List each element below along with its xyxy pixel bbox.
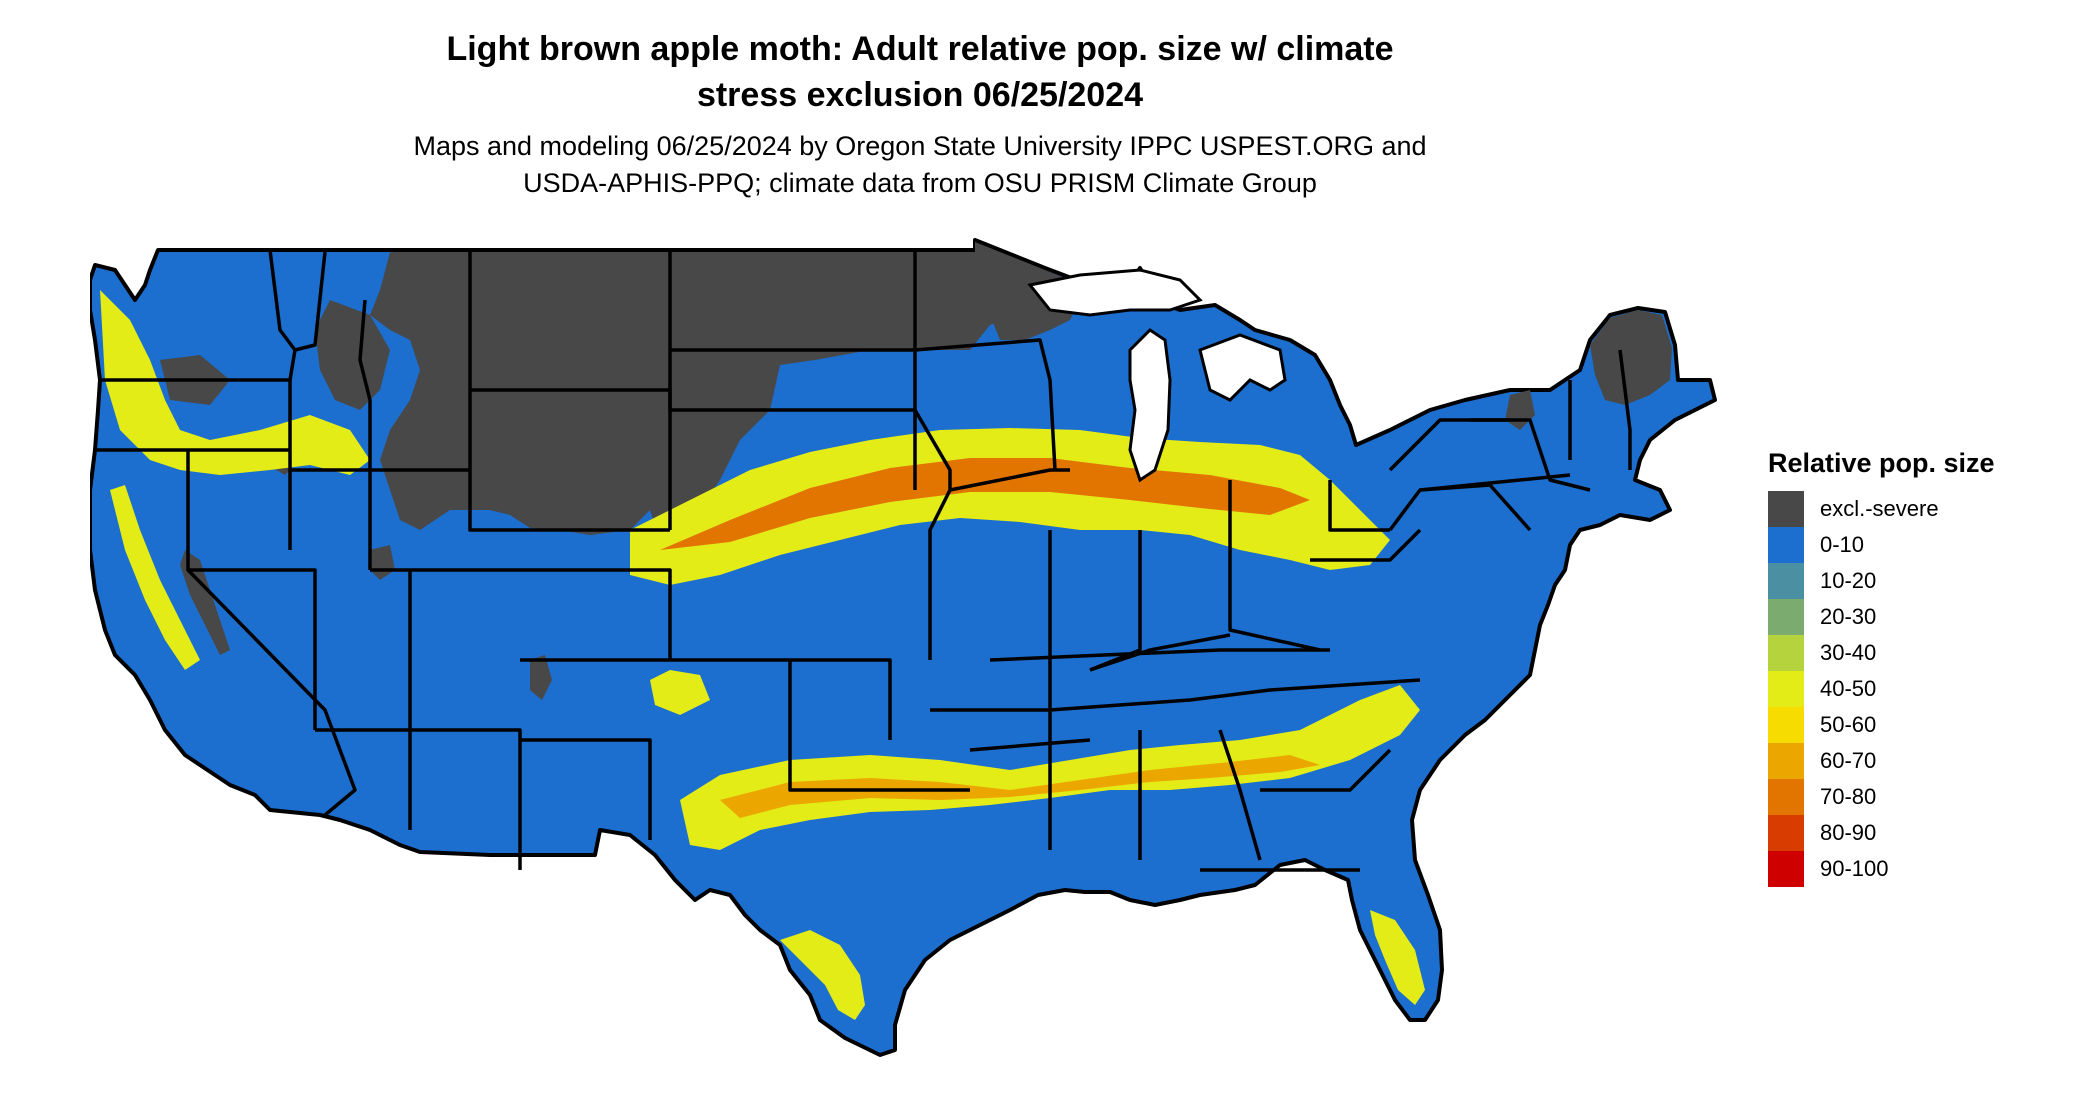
legend-swatch xyxy=(1768,707,1804,743)
legend-swatch xyxy=(1768,599,1804,635)
us-map xyxy=(90,238,1717,1057)
map-title: Light brown apple moth: Adult relative p… xyxy=(360,26,1480,118)
northwest-band xyxy=(100,290,370,475)
legend-swatch xyxy=(1768,527,1804,563)
legend: Relative pop. size excl.-severe 0-10 10-20… xyxy=(1768,448,1995,887)
legend-item: 10-20 xyxy=(1768,563,1995,599)
legend-swatch xyxy=(1768,743,1804,779)
florida-band xyxy=(1370,910,1425,1005)
legend-swatch xyxy=(1768,635,1804,671)
legend-swatch xyxy=(1768,815,1804,851)
lake-michigan xyxy=(1128,328,1172,483)
lake-huron xyxy=(1198,333,1287,402)
legend-label: 20-30 xyxy=(1820,604,1877,629)
rocky-excluded-nm xyxy=(530,655,552,700)
legend-swatch xyxy=(1768,491,1804,527)
legend-item: 50-60 xyxy=(1768,707,1995,743)
legend-label: 10-20 xyxy=(1820,568,1877,593)
legend-item: 30-40 xyxy=(1768,635,1995,671)
legend-item: 0-10 xyxy=(1768,527,1995,563)
legend-swatch xyxy=(1768,671,1804,707)
legend-item: 20-30 xyxy=(1768,599,1995,635)
legend-item: 40-50 xyxy=(1768,671,1995,707)
new-mexico-band xyxy=(650,670,710,715)
central-band-orange xyxy=(660,458,1310,550)
legend-label: 30-40 xyxy=(1820,640,1877,665)
legend-item: excl.-severe xyxy=(1768,491,1995,527)
legend-label: 80-90 xyxy=(1820,820,1877,845)
title-line-2: stress exclusion 06/25/2024 xyxy=(696,76,1144,114)
legend-item: 80-90 xyxy=(1768,815,1995,851)
legend-item: 60-70 xyxy=(1768,743,1995,779)
legend-label: 60-70 xyxy=(1820,748,1877,773)
great-lakes xyxy=(1027,268,1287,483)
legend-label: 40-50 xyxy=(1820,676,1877,701)
california-coast-band xyxy=(110,485,200,670)
subtitle-line-2: USDA-APHIS-PPQ; climate data from OSU PR… xyxy=(523,168,1317,198)
legend-swatch xyxy=(1768,851,1804,887)
state-borders xyxy=(95,249,1632,872)
southern-band-orange xyxy=(720,755,1320,818)
legend-label: excl.-severe xyxy=(1820,496,1939,521)
map-subtitle: Maps and modeling 06/25/2024 by Oregon S… xyxy=(340,128,1500,202)
legend-items: excl.-severe 0-10 10-20 20-30 30-40 40-50 50-6… xyxy=(1768,491,1995,887)
legend-swatch xyxy=(1768,779,1804,815)
legend-label: 50-60 xyxy=(1820,712,1877,737)
legend-item: 70-80 xyxy=(1768,779,1995,815)
maine-excluded xyxy=(1590,310,1672,405)
central-band-yellow xyxy=(630,428,1390,585)
legend-label: 90-100 xyxy=(1820,856,1889,881)
legend-label: 70-80 xyxy=(1820,784,1877,809)
western-excluded-patches xyxy=(315,300,390,410)
legend-swatch xyxy=(1768,563,1804,599)
legend-label: 0-10 xyxy=(1820,532,1865,557)
subtitle-line-1: Maps and modeling 06/25/2024 by Oregon S… xyxy=(413,131,1427,161)
legend-item: 90-100 xyxy=(1768,851,1995,887)
texas-coast-band xyxy=(780,930,865,1020)
lake-superior xyxy=(1027,268,1203,317)
northern-plains-excluded xyxy=(370,242,1088,540)
title-line-1: Light brown apple moth: Adult relative p… xyxy=(446,30,1394,68)
legend-title: Relative pop. size xyxy=(1768,448,1995,478)
